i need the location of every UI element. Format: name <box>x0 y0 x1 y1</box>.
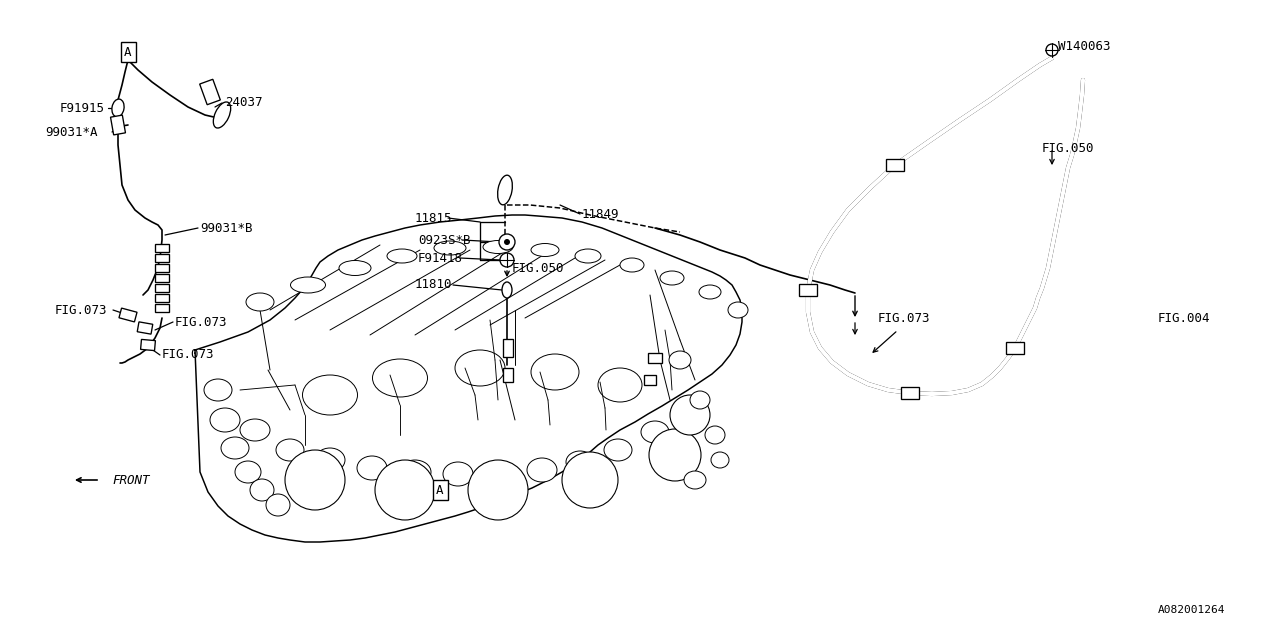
Text: 24037: 24037 <box>225 97 262 109</box>
Bar <box>901 387 919 399</box>
Ellipse shape <box>498 175 512 205</box>
Text: A: A <box>436 483 444 497</box>
Bar <box>141 339 155 351</box>
Text: FRONT: FRONT <box>113 474 150 486</box>
Bar <box>155 244 169 252</box>
Circle shape <box>499 234 515 250</box>
Ellipse shape <box>620 258 644 272</box>
Ellipse shape <box>502 282 512 298</box>
Ellipse shape <box>111 99 124 117</box>
Ellipse shape <box>291 277 325 293</box>
Circle shape <box>669 395 710 435</box>
Bar <box>1006 342 1024 354</box>
Ellipse shape <box>266 494 291 516</box>
Ellipse shape <box>434 241 466 255</box>
Ellipse shape <box>575 249 602 263</box>
Circle shape <box>500 253 515 267</box>
Bar <box>648 353 662 363</box>
Bar <box>155 294 169 302</box>
Ellipse shape <box>604 439 632 461</box>
Text: FIG.050: FIG.050 <box>1042 141 1094 154</box>
Bar <box>137 322 152 334</box>
Text: FIG.073: FIG.073 <box>163 349 215 362</box>
Ellipse shape <box>339 260 371 275</box>
Bar <box>155 264 169 272</box>
Bar <box>155 284 169 292</box>
Text: F91915: F91915 <box>60 102 105 115</box>
Bar <box>155 274 169 282</box>
Ellipse shape <box>210 408 241 432</box>
Ellipse shape <box>710 452 730 468</box>
Circle shape <box>504 239 509 245</box>
Ellipse shape <box>566 451 594 473</box>
Bar <box>200 79 220 105</box>
Ellipse shape <box>214 102 230 128</box>
Circle shape <box>562 452 618 508</box>
Ellipse shape <box>728 302 748 318</box>
Ellipse shape <box>315 448 346 472</box>
Ellipse shape <box>641 421 669 443</box>
Ellipse shape <box>250 479 274 501</box>
Text: 99031*B: 99031*B <box>200 221 252 234</box>
Bar <box>503 368 513 382</box>
Text: A082001264: A082001264 <box>1157 605 1225 615</box>
Text: FIG.050: FIG.050 <box>512 262 564 275</box>
Text: 11810: 11810 <box>415 278 453 291</box>
Text: FIG.004: FIG.004 <box>1158 312 1211 324</box>
Text: FIG.073: FIG.073 <box>878 312 931 324</box>
Bar <box>155 254 169 262</box>
Ellipse shape <box>660 271 684 285</box>
Ellipse shape <box>241 419 270 441</box>
Text: F91418: F91418 <box>419 252 463 264</box>
Bar <box>886 159 904 171</box>
Ellipse shape <box>485 462 515 486</box>
Ellipse shape <box>690 391 710 409</box>
Circle shape <box>285 450 346 510</box>
Ellipse shape <box>684 471 707 489</box>
Text: 11815: 11815 <box>415 211 453 225</box>
Ellipse shape <box>204 379 232 401</box>
Ellipse shape <box>357 456 387 480</box>
Ellipse shape <box>527 458 557 482</box>
Text: 0923S*B: 0923S*B <box>419 234 471 246</box>
Ellipse shape <box>221 437 250 459</box>
Ellipse shape <box>705 426 724 444</box>
Ellipse shape <box>678 399 705 421</box>
Text: FIG.073: FIG.073 <box>175 316 228 328</box>
Circle shape <box>375 460 435 520</box>
Text: 99031*A: 99031*A <box>45 125 97 138</box>
Text: FIG.073: FIG.073 <box>55 303 108 317</box>
Ellipse shape <box>387 249 417 263</box>
Ellipse shape <box>699 285 721 299</box>
Bar <box>799 284 817 296</box>
Ellipse shape <box>236 461 261 483</box>
Bar <box>644 375 657 385</box>
Text: W140063: W140063 <box>1059 40 1111 52</box>
Text: A: A <box>124 45 132 58</box>
Bar <box>119 308 137 322</box>
Circle shape <box>1046 44 1059 56</box>
Bar <box>110 115 125 135</box>
Ellipse shape <box>246 293 274 311</box>
Ellipse shape <box>531 243 559 257</box>
Ellipse shape <box>443 462 474 486</box>
Ellipse shape <box>399 460 431 484</box>
Ellipse shape <box>276 439 305 461</box>
Ellipse shape <box>669 351 691 369</box>
Circle shape <box>649 429 701 481</box>
Circle shape <box>468 460 529 520</box>
Bar <box>503 339 513 357</box>
Ellipse shape <box>483 241 513 253</box>
Text: 11849: 11849 <box>582 207 620 221</box>
Bar <box>155 304 169 312</box>
